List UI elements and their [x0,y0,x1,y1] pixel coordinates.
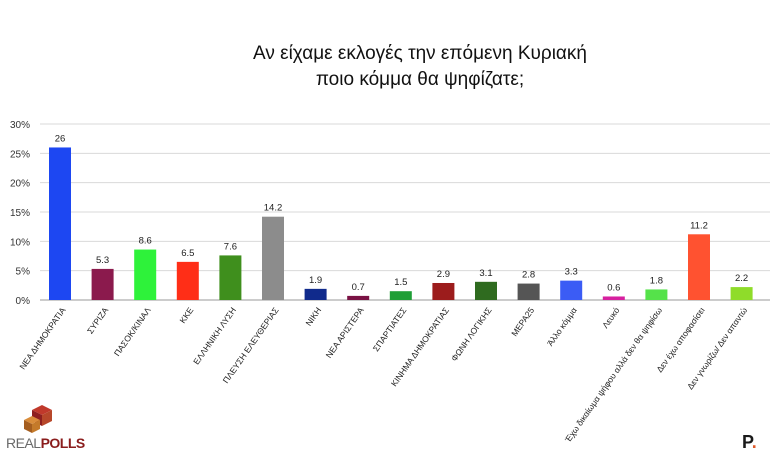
logo-text-real: REAL [6,435,41,451]
y-tick-label: 30% [10,120,30,131]
x-tick-label: Δεν έχω αποφασίσει [654,305,706,374]
data-label: 26 [55,133,66,144]
y-tick-label: 15% [10,208,30,219]
bar [432,282,455,300]
data-label: 7.6 [224,241,237,252]
x-tick-label: ΣΥΡΙΖΑ [85,305,110,335]
data-label: 1.9 [309,275,322,286]
x-tick-label: ΝΙΚΗ [303,305,323,327]
bar [645,289,668,300]
x-tick-label: ΦΩΝΗ ΛΟΓΙΚΗΣ [449,305,494,363]
data-label: 6.5 [181,248,194,259]
x-tick-label: Έχω δικαίωμα ψήφου αλλά δεν θα ψηφίσω [562,305,664,445]
data-label: 11.2 [690,220,708,231]
data-label: 3.3 [565,267,578,278]
realpolls-logo: REALPOLLS [6,402,86,454]
bar [347,295,370,300]
bar [688,234,710,300]
bar [560,280,583,300]
data-label: 5.3 [96,255,109,266]
logo-wordmark: REALPOLLS [6,435,85,451]
data-label: 1.5 [394,277,407,288]
y-tick-label: 10% [10,237,30,248]
data-label: 8.6 [139,236,152,247]
x-tick-label: ΣΠΑΡΤΙΑΤΕΣ [371,305,409,353]
data-label: 3.1 [479,268,492,279]
bar [475,281,497,300]
data-label: 14.2 [264,203,283,214]
chart-title-line-1: Αν είχαμε εκλογές την επόμενη Κυριακή [252,43,587,64]
bar [91,268,114,300]
y-tick-label: 25% [10,149,30,160]
y-tick-label: 20% [10,179,30,190]
x-tick-label: ΠΑΣΟΚ/ΚΙΝΑΛ [112,305,153,358]
bar [219,255,242,300]
data-label: 0.6 [607,282,620,293]
y-tick-label: 5% [16,267,31,278]
x-tick-label: ΝΕΑ ΔΗΜΟΚΡΑΤΙΑ [17,305,67,371]
y-tick-label: 0% [16,296,31,307]
bar [602,296,625,300]
bar [134,249,157,300]
x-tick-label: ΝΕΑ ΑΡΙΣΤΕΡΑ [324,305,366,360]
bar [730,287,753,300]
x-tick-label: ΕΛΛΗΝΙΚΗ ΛΥΣΗ [191,305,238,366]
bar [517,283,540,300]
brand-dot: . [751,432,757,452]
x-tick-label: ΚΚΕ [177,305,195,325]
data-label: 0.7 [352,282,365,293]
data-label: 1.8 [650,275,663,286]
bar [49,147,71,300]
logo-cubes-icon [24,405,52,433]
data-label: 2.8 [522,270,535,281]
bar [304,288,327,300]
bar [389,291,412,300]
brand-letter: P [742,432,752,452]
bar [176,261,199,300]
x-tick-label: Άλλο κόμμα [545,305,579,347]
logo-text-polls: POLLS [40,435,86,451]
bar [262,216,284,300]
data-label: 2.2 [735,273,748,284]
chart-title-line-2: ποιο κόμμα θα ψηφίζατε; [315,69,525,90]
x-tick-label: Λευκό [600,305,622,330]
x-tick-label: ΜΕΡΑ25 [509,305,536,338]
data-label: 2.9 [437,269,450,280]
brand-mark: P. [742,432,757,453]
